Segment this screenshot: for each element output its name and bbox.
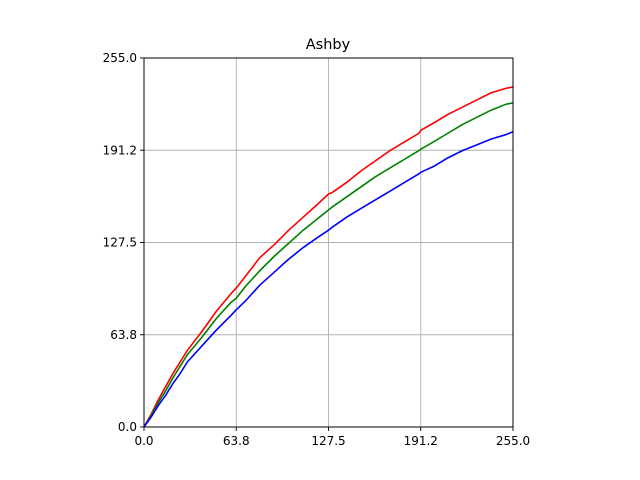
x-tick-label: 191.2 <box>404 434 438 448</box>
red-series-line <box>143 86 514 428</box>
blue-series-line <box>143 131 514 428</box>
y-tick-label: 63.8 <box>110 328 137 342</box>
chart-title: Ashby <box>306 37 351 53</box>
y-tick-label: 255.0 <box>103 51 137 65</box>
y-tick-label: 127.5 <box>103 236 137 250</box>
green-series-line <box>143 102 514 428</box>
x-tick-label: 127.5 <box>311 434 345 448</box>
y-tick-label: 0.0 <box>118 420 137 434</box>
x-tick-label: 255.0 <box>496 434 530 448</box>
series-layer <box>143 86 514 428</box>
x-tick-label: 63.8 <box>223 434 250 448</box>
tick-layer: 0.0 63.8 127.5 191.2 255.0 0.0 63.8 127.5 191.2 2… <box>103 51 531 448</box>
y-tick-label: 191.2 <box>103 143 137 157</box>
x-tick-label: 0.0 <box>134 434 153 448</box>
